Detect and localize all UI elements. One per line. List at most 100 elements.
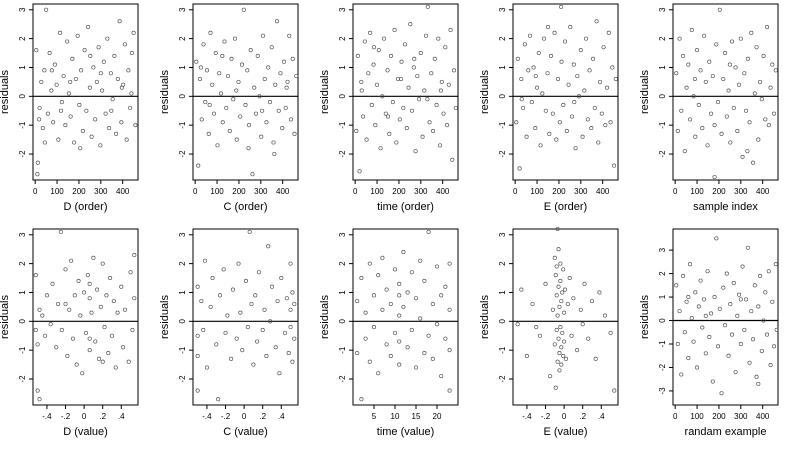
y-tick-label: 1 bbox=[658, 294, 667, 299]
data-point bbox=[105, 36, 110, 41]
data-point bbox=[555, 359, 560, 364]
data-point bbox=[596, 140, 601, 145]
data-point bbox=[515, 322, 520, 327]
data-point bbox=[397, 313, 402, 318]
data-point bbox=[33, 327, 38, 333]
data-point bbox=[745, 245, 750, 250]
data-point bbox=[568, 25, 573, 30]
data-point bbox=[452, 68, 457, 73]
panel-p5: 0 100 200 300 400 -2 -1 0 1 2 3 sample index residua… bbox=[639, 3, 779, 213]
data-point bbox=[51, 120, 56, 125]
y-tick-label: -2 bbox=[498, 375, 507, 383]
data-point bbox=[674, 71, 679, 76]
y-tick-label: -2 bbox=[178, 150, 187, 158]
data-point bbox=[406, 85, 411, 90]
data-point bbox=[447, 348, 452, 353]
data-point bbox=[42, 68, 47, 73]
data-point bbox=[719, 391, 724, 396]
data-point bbox=[87, 336, 92, 341]
data-point bbox=[87, 296, 92, 301]
data-point bbox=[774, 327, 779, 332]
data-point bbox=[768, 363, 773, 368]
data-point bbox=[131, 30, 136, 35]
data-point bbox=[412, 56, 417, 61]
x-tick-label: 0 bbox=[242, 412, 247, 421]
y-tick-label: 2 bbox=[18, 36, 27, 41]
data-point bbox=[91, 65, 96, 70]
data-point bbox=[577, 94, 582, 99]
data-point bbox=[284, 296, 289, 301]
y-tick-label: -1 bbox=[18, 346, 27, 354]
data-point bbox=[443, 336, 448, 341]
data-point bbox=[538, 143, 543, 148]
plot-frame bbox=[32, 3, 139, 181]
data-point bbox=[744, 297, 749, 302]
data-point bbox=[217, 71, 222, 76]
data-point bbox=[197, 76, 203, 82]
y-axis-label: residuals bbox=[159, 294, 171, 339]
data-point bbox=[401, 250, 406, 255]
data-point bbox=[83, 330, 89, 335]
data-point bbox=[397, 362, 402, 367]
data-point bbox=[98, 143, 103, 148]
panel-p6: -.4 -.2 0 .2 .4 -2 -1 0 1 2 3 D (value) residuals bbox=[0, 228, 139, 438]
data-point bbox=[554, 293, 559, 298]
data-point bbox=[47, 50, 52, 56]
data-point bbox=[290, 359, 295, 364]
data-point bbox=[592, 105, 597, 110]
data-point bbox=[710, 379, 715, 384]
data-point bbox=[610, 65, 615, 70]
data-point bbox=[277, 371, 282, 376]
data-point bbox=[129, 50, 134, 56]
data-point bbox=[747, 120, 752, 125]
data-point bbox=[195, 333, 200, 338]
data-point bbox=[394, 140, 399, 145]
y-tick-label: 1 bbox=[178, 290, 187, 295]
data-point bbox=[392, 267, 398, 272]
data-point bbox=[758, 273, 763, 278]
data-point bbox=[37, 397, 42, 402]
data-point bbox=[288, 261, 293, 266]
y-axis-label: residuals bbox=[479, 69, 491, 114]
data-point bbox=[48, 322, 53, 327]
data-point bbox=[354, 128, 359, 134]
data-point bbox=[210, 275, 215, 281]
data-point bbox=[529, 100, 534, 105]
data-point bbox=[703, 351, 708, 356]
y-tick-label: 3 bbox=[658, 7, 667, 12]
x-tick-label: 400 bbox=[756, 412, 770, 421]
data-point bbox=[521, 105, 526, 110]
data-point bbox=[249, 301, 254, 307]
data-point bbox=[69, 258, 74, 263]
data-point bbox=[76, 278, 81, 283]
data-point bbox=[229, 56, 234, 61]
y-tick-label: -2 bbox=[338, 150, 347, 158]
data-point bbox=[535, 85, 540, 90]
data-point bbox=[282, 330, 288, 335]
data-point bbox=[556, 247, 561, 252]
data-point bbox=[727, 62, 732, 67]
data-point bbox=[252, 85, 257, 90]
data-point bbox=[420, 134, 425, 139]
x-tick-label: 300 bbox=[94, 187, 108, 196]
y-tick-label: 3 bbox=[18, 7, 27, 12]
data-point bbox=[537, 333, 542, 338]
data-point bbox=[728, 140, 733, 145]
data-point bbox=[519, 287, 524, 292]
data-point bbox=[399, 76, 404, 82]
data-point bbox=[580, 322, 585, 327]
data-point bbox=[591, 56, 596, 61]
data-point bbox=[369, 102, 374, 108]
data-point bbox=[56, 301, 61, 307]
y-axis-label: residuals bbox=[0, 69, 11, 114]
x-tick-label: 300 bbox=[414, 187, 428, 196]
data-point bbox=[555, 313, 560, 318]
panel-p4: 0 100 200 300 400 -2 -1 0 1 2 3 E (order) residuals bbox=[479, 3, 619, 213]
data-point bbox=[63, 301, 68, 307]
data-point bbox=[269, 284, 275, 289]
data-point bbox=[238, 114, 243, 119]
data-point bbox=[763, 290, 768, 295]
data-point bbox=[689, 27, 694, 33]
data-point bbox=[49, 68, 54, 73]
data-point bbox=[65, 353, 70, 359]
